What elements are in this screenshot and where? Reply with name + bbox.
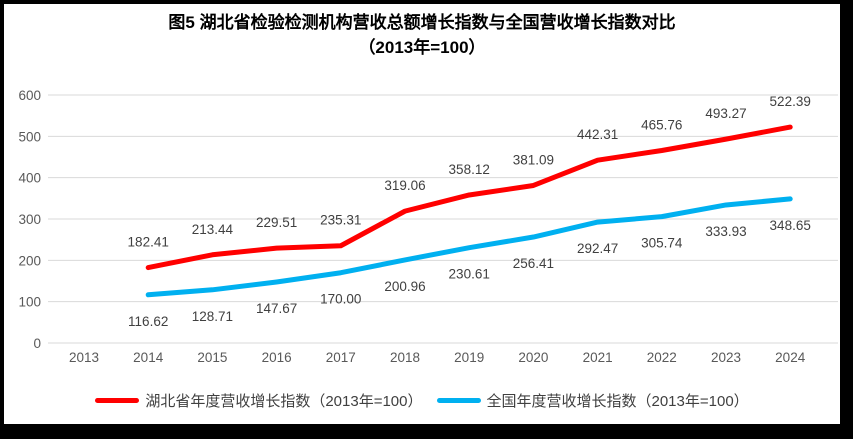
chart-legend: 湖北省年度营收增长指数（2013年=100） 全国年度营收增长指数（2013年=… bbox=[4, 390, 840, 411]
data-label: 381.09 bbox=[513, 152, 554, 167]
data-label: 493.27 bbox=[705, 106, 746, 121]
x-axis-tick-label: 2024 bbox=[775, 350, 806, 365]
legend-item-national: 全国年度营收增长指数（2013年=100） bbox=[436, 390, 749, 411]
data-label: 170.00 bbox=[320, 292, 361, 307]
data-label: 213.44 bbox=[192, 222, 234, 237]
data-label: 229.51 bbox=[256, 215, 297, 230]
y-axis-tick-label: 0 bbox=[33, 336, 41, 351]
data-label: 465.76 bbox=[641, 117, 682, 132]
x-axis-tick-label: 2017 bbox=[326, 350, 356, 365]
series-line bbox=[145, 124, 793, 271]
data-label: 116.62 bbox=[128, 314, 168, 329]
data-label: 147.67 bbox=[256, 301, 297, 316]
legend-item-hubei: 湖北省年度营收增长指数（2013年=100） bbox=[95, 390, 423, 411]
chart-title-line2: （2013年=100） bbox=[358, 38, 486, 57]
y-axis-tick-label: 600 bbox=[18, 88, 41, 103]
data-label: 128.71 bbox=[192, 309, 233, 324]
legend-label-national: 全国年度营收增长指数（2013年=100） bbox=[486, 393, 749, 410]
data-label: 256.41 bbox=[513, 256, 554, 271]
data-label: 522.39 bbox=[770, 94, 811, 109]
x-axis-tick-label: 2016 bbox=[262, 350, 292, 365]
data-label: 319.06 bbox=[384, 178, 425, 193]
legend-label-hubei: 湖北省年度营收增长指数（2013年=100） bbox=[145, 393, 423, 410]
y-axis-tick-label: 500 bbox=[18, 129, 41, 144]
x-axis-tick-label: 2018 bbox=[390, 350, 420, 365]
x-axis-tick-label: 2020 bbox=[518, 350, 548, 365]
y-axis-tick-label: 100 bbox=[18, 295, 41, 310]
x-axis-tick-label: 2021 bbox=[583, 350, 613, 365]
legend-line-swatch-red bbox=[95, 398, 140, 403]
y-axis-tick-label: 200 bbox=[18, 253, 41, 268]
x-axis-tick-label: 2013 bbox=[69, 350, 99, 365]
data-label: 442.31 bbox=[577, 127, 618, 142]
data-label: 358.12 bbox=[449, 162, 490, 177]
chart-area: 图5 湖北省检验检测机构营收总额增长指数与全国营收增长指数对比 （2013年=1… bbox=[4, 4, 840, 424]
data-label: 333.93 bbox=[705, 224, 746, 239]
data-label: 348.65 bbox=[770, 218, 811, 233]
series-line bbox=[145, 196, 793, 298]
x-axis-tick-label: 2023 bbox=[711, 350, 741, 365]
data-label: 200.96 bbox=[384, 279, 425, 294]
x-axis-tick-label: 2014 bbox=[133, 350, 164, 365]
chart-title-line1: 图5 湖北省检验检测机构营收总额增长指数与全国营收增长指数对比 bbox=[168, 13, 676, 32]
legend-line-swatch-blue bbox=[436, 398, 481, 403]
data-label: 182.41 bbox=[128, 235, 169, 250]
x-axis-tick-label: 2015 bbox=[197, 350, 227, 365]
y-axis-tick-label: 300 bbox=[18, 212, 41, 227]
x-axis-tick-label: 2019 bbox=[454, 350, 484, 365]
y-axis-tick-label: 400 bbox=[18, 171, 41, 186]
data-label: 235.31 bbox=[320, 213, 361, 228]
x-axis-tick-label: 2022 bbox=[647, 350, 677, 365]
line-chart-plot: 0 100 200 300 400 500 600 2013 2014 2015 2016 2017 2… bbox=[18, 88, 838, 365]
data-label: 305.74 bbox=[641, 236, 683, 251]
data-label: 292.47 bbox=[577, 241, 618, 256]
data-label: 230.61 bbox=[449, 267, 490, 282]
chart-title: 图5 湖北省检验检测机构营收总额增长指数与全国营收增长指数对比 （2013年=1… bbox=[4, 10, 840, 60]
